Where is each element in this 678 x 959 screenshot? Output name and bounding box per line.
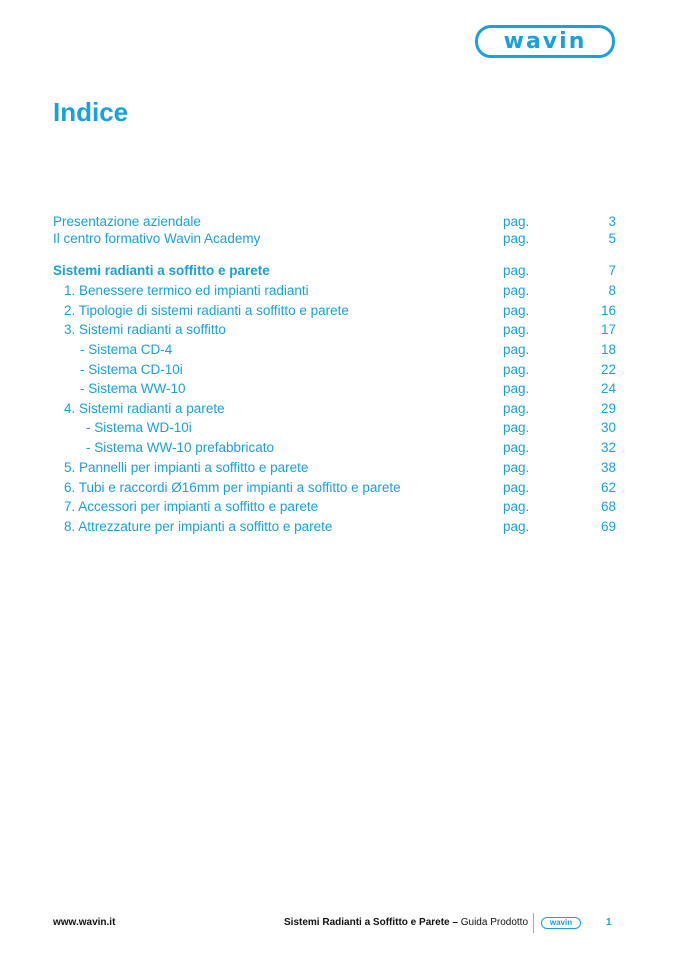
toc-entry-pag: pag. — [503, 480, 530, 495]
toc-entry-label: 7. Accessori per impianti a soffitto e p… — [64, 499, 319, 514]
toc-entry-pag: pag. — [503, 401, 530, 416]
footer-divider — [533, 913, 534, 933]
toc-entry-page-number: 3 — [608, 214, 616, 229]
toc-entry-label: 5. Pannelli per impianti a soffitto e pa… — [64, 460, 309, 475]
page-title: Indice — [53, 97, 129, 127]
toc-entry-page-number: 17 — [600, 322, 616, 337]
toc-entry-label: 8. Attrezzature per impianti a soffitto … — [64, 519, 333, 534]
toc-entry[interactable]: 5. Pannelli per impianti a soffitto e pa… — [0, 459, 678, 477]
toc-entry-label: - Sistema WD-10i — [86, 420, 192, 435]
toc-entry-label: 6. Tubi e raccordi Ø16mm per impianti a … — [64, 480, 401, 495]
toc-entry[interactable]: Sistemi radianti a soffitto e parete pag.… — [0, 262, 678, 280]
toc-entry-page-number: 18 — [600, 342, 616, 357]
toc-entry-pag: pag. — [503, 322, 530, 337]
toc-entry-label: - Sistema WW-10 prefabbricato — [86, 440, 275, 455]
toc-entry[interactable]: 4. Sistemi radianti a parete pag. 29 — [0, 400, 678, 418]
toc-entry-pag: pag. — [503, 420, 530, 435]
toc-entry-pag: pag. — [503, 342, 530, 357]
toc-entry[interactable]: 8. Attrezzature per impianti a soffitto … — [0, 518, 678, 536]
page-number: 1 — [606, 917, 612, 928]
toc-entry-page-number: 62 — [600, 480, 616, 495]
toc-entry[interactable]: - Sistema CD-10i pag. 22 — [0, 361, 678, 379]
toc-entry[interactable]: - Sistema WD-10i pag. 30 — [0, 419, 678, 437]
toc-entry-page-number: 7 — [608, 263, 616, 278]
toc-entry-pag: pag. — [503, 440, 530, 455]
wavin-logo: wavin — [475, 25, 615, 58]
toc-entry-label: - Sistema CD-4 — [80, 342, 173, 357]
toc-entry-page-number: 69 — [600, 519, 616, 534]
toc-entry[interactable]: 6. Tubi e raccordi Ø16mm per impianti a … — [0, 479, 678, 497]
toc-entry-pag: pag. — [503, 381, 530, 396]
toc-entry[interactable]: 2. Tipologie di sistemi radianti a soffi… — [0, 302, 678, 320]
toc-entry-page-number: 38 — [600, 460, 616, 475]
footer-doc-title: Sistemi Radianti a Soffitto e Parete – G… — [284, 917, 528, 928]
toc-entry[interactable]: 3. Sistemi radianti a soffitto pag. 17 — [0, 321, 678, 339]
footer-doc-title-main: Sistemi Radianti a Soffitto e Parete — [284, 917, 450, 928]
toc-entry-pag: pag. — [503, 214, 530, 229]
toc-entry[interactable]: Presentazione aziendale pag. 3 — [0, 213, 678, 231]
toc-entry-label: 1. Benessere termico ed impianti radiant… — [64, 283, 309, 298]
toc-entry-pag: pag. — [503, 362, 530, 377]
toc-entry-label: - Sistema CD-10i — [80, 362, 183, 377]
toc-entry-pag: pag. — [503, 499, 530, 514]
toc-entry-page-number: 22 — [600, 362, 616, 377]
toc-entry-label: Il centro formativo Wavin Academy — [53, 231, 261, 246]
toc-entry-pag: pag. — [503, 231, 530, 246]
toc-entry-page-number: 16 — [600, 303, 616, 318]
toc-entry-pag: pag. — [503, 519, 530, 534]
toc-entry-label: 2. Tipologie di sistemi radianti a soffi… — [64, 303, 349, 318]
footer-url: www.wavin.it — [53, 917, 116, 928]
toc-entry-label: Presentazione aziendale — [53, 214, 201, 229]
toc-entry-pag: pag. — [503, 283, 530, 298]
footer-doc-subtitle: Guida Prodotto — [460, 917, 528, 928]
toc-entry-label: Sistemi radianti a soffitto e parete — [53, 263, 270, 278]
toc-entry-label: 4. Sistemi radianti a parete — [64, 401, 225, 416]
toc-entry-page-number: 32 — [600, 440, 616, 455]
toc-entry-page-number: 24 — [600, 381, 616, 396]
toc-entry-page-number: 68 — [600, 499, 616, 514]
toc-entry-page-number: 29 — [600, 401, 616, 416]
footer-wavin-logo: wavin — [541, 917, 581, 929]
toc-entry[interactable]: - Sistema WW-10 prefabbricato pag. 32 — [0, 439, 678, 457]
toc-entry[interactable]: - Sistema CD-4 pag. 18 — [0, 341, 678, 359]
toc-entry[interactable]: - Sistema WW-10 pag. 24 — [0, 380, 678, 398]
toc-entry-pag: pag. — [503, 460, 530, 475]
toc-entry-label: 3. Sistemi radianti a soffitto — [64, 322, 226, 337]
toc-entry[interactable]: Il centro formativo Wavin Academy pag. 5 — [0, 230, 678, 248]
footer-doc-sep: – — [449, 917, 461, 928]
toc-entry-label: - Sistema WW-10 — [80, 381, 186, 396]
toc-entry-page-number: 8 — [608, 283, 616, 298]
toc-entry-page-number: 5 — [608, 231, 616, 246]
toc-entry-page-number: 30 — [600, 420, 616, 435]
toc-entry-pag: pag. — [503, 263, 530, 278]
toc-entry[interactable]: 7. Accessori per impianti a soffitto e p… — [0, 498, 678, 516]
toc-entry[interactable]: 1. Benessere termico ed impianti radiant… — [0, 282, 678, 300]
toc-entry-pag: pag. — [503, 303, 530, 318]
